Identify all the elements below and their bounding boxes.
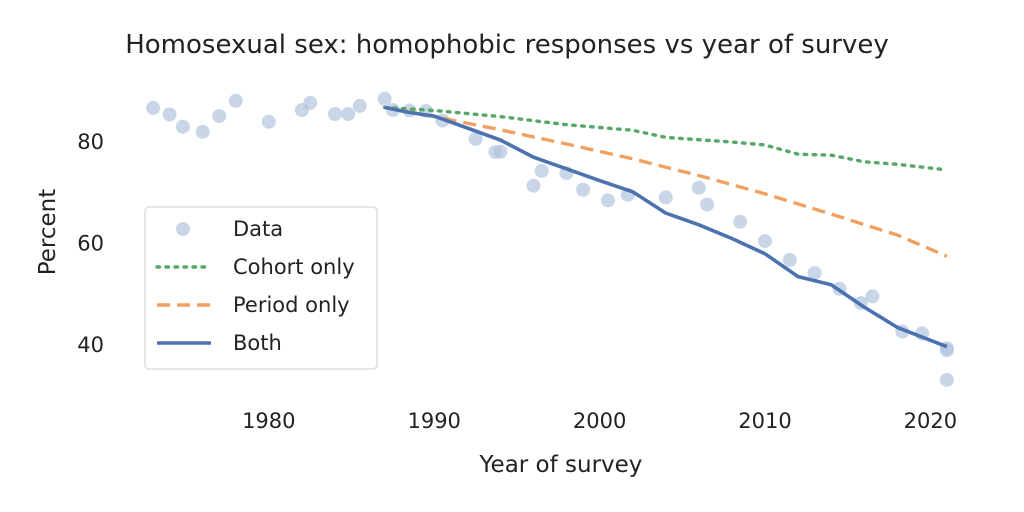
series-line-both bbox=[384, 105, 948, 349]
y-tick-label: 40 bbox=[77, 333, 104, 357]
data-point bbox=[576, 182, 591, 197]
data-point bbox=[658, 190, 673, 205]
data-point bbox=[534, 163, 549, 178]
legend-marker bbox=[176, 222, 190, 236]
data-point bbox=[146, 100, 161, 115]
legend-label: Period only bbox=[233, 293, 350, 317]
data-point bbox=[691, 180, 706, 195]
legend-label: Both bbox=[233, 331, 282, 355]
x-tick-label: 2010 bbox=[738, 409, 791, 433]
data-point bbox=[700, 197, 715, 212]
axis-ticks: 1980 1990 2000 2010 2020 40 60 80 bbox=[77, 130, 957, 433]
data-point bbox=[175, 119, 190, 134]
series-line-period-only bbox=[384, 105, 948, 258]
data-point bbox=[493, 144, 508, 159]
legend: Data Cohort only Period only Both bbox=[144, 206, 378, 370]
data-point bbox=[782, 252, 797, 267]
data-point bbox=[261, 114, 276, 129]
legend-label: Cohort only bbox=[233, 255, 355, 279]
x-tick-label: 2000 bbox=[573, 409, 626, 433]
data-point bbox=[303, 95, 318, 110]
data-point bbox=[600, 193, 615, 208]
data-point bbox=[328, 107, 342, 121]
y-tick-label: 80 bbox=[77, 130, 104, 154]
data-point bbox=[162, 107, 177, 122]
x-tick-label: 1990 bbox=[407, 409, 460, 433]
data-point bbox=[341, 107, 356, 121]
data-point bbox=[758, 234, 772, 249]
legend-label: Data bbox=[233, 217, 283, 241]
x-tick-label: 1980 bbox=[242, 409, 295, 433]
plot-area bbox=[146, 91, 954, 387]
legend-frame bbox=[144, 206, 378, 370]
data-point bbox=[212, 109, 227, 124]
data-point bbox=[377, 91, 392, 106]
data-point bbox=[939, 372, 954, 387]
x-axis-label: Year of survey bbox=[479, 452, 643, 478]
data-point bbox=[526, 178, 541, 193]
y-axis-label: Percent bbox=[35, 189, 61, 276]
y-tick-label: 60 bbox=[77, 232, 104, 256]
data-point bbox=[228, 93, 243, 108]
data-point bbox=[733, 214, 748, 229]
data-point bbox=[195, 124, 210, 139]
data-point bbox=[468, 131, 483, 146]
series-line-cohort-only bbox=[382, 105, 949, 172]
data-point bbox=[865, 289, 880, 304]
data-point bbox=[352, 98, 367, 113]
data-point bbox=[807, 266, 822, 281]
chart-title: Homosexual sex: homophobic responses vs … bbox=[125, 30, 889, 60]
x-tick-label: 2020 bbox=[904, 409, 957, 433]
